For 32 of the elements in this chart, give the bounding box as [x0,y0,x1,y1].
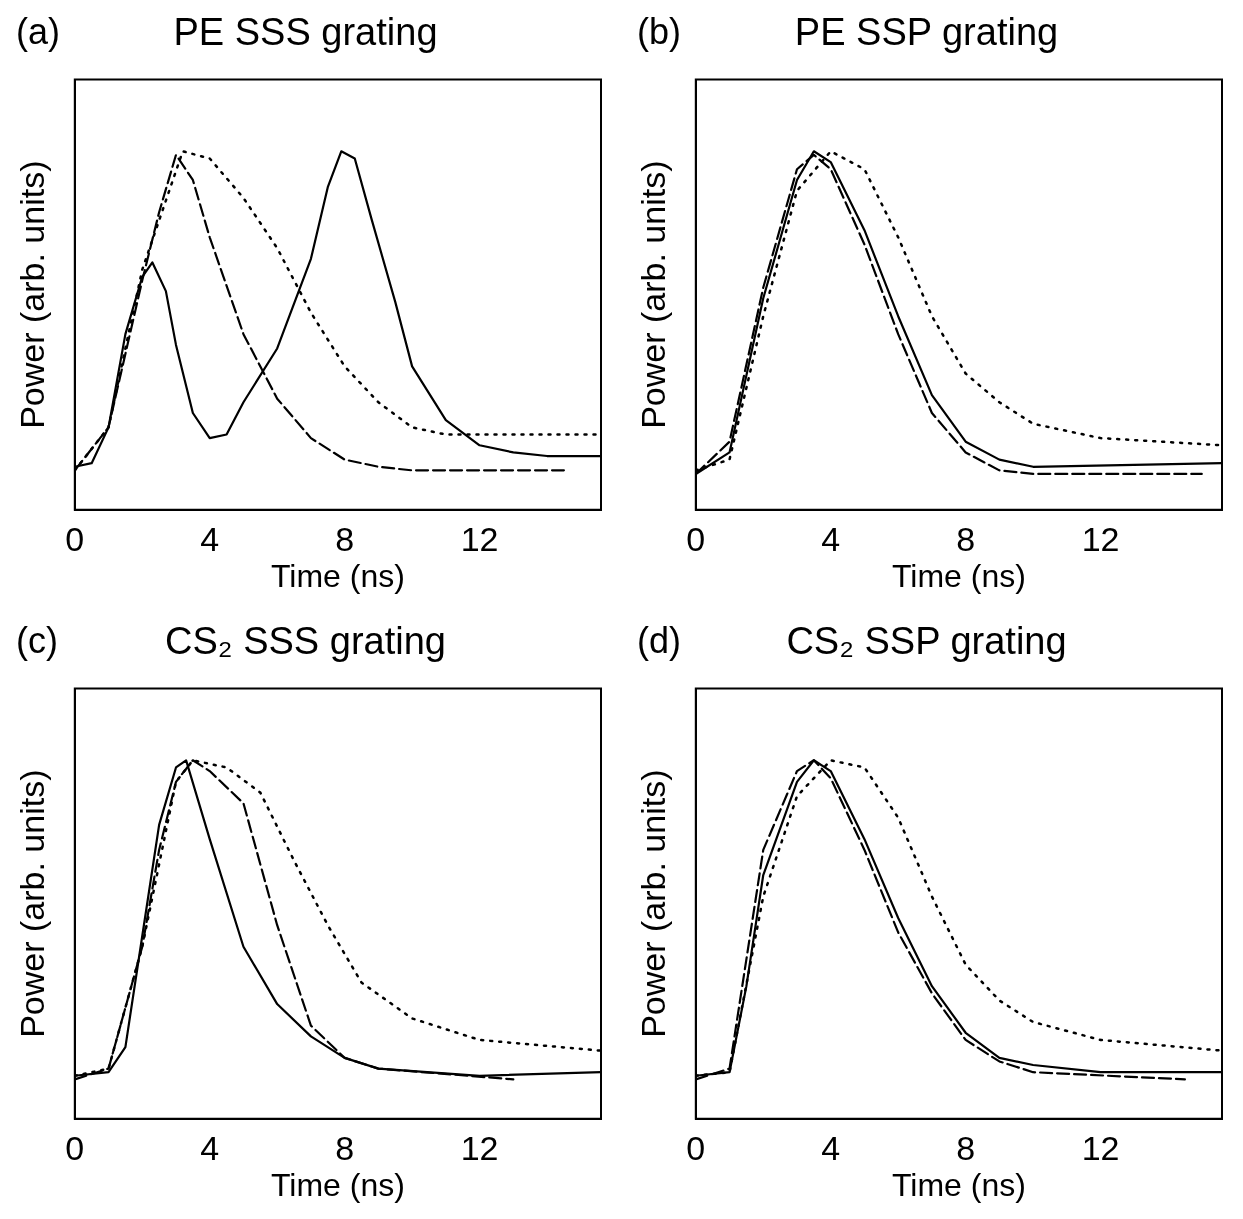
x-tick-label: 12 [1081,519,1120,558]
x-axis-title: Time (ns) [891,557,1026,594]
x-tick-label: 0 [686,1128,706,1167]
x-axis-title: Time (ns) [891,1166,1026,1203]
x-tick-label: 0 [686,519,706,558]
x-tick-label: 4 [821,1128,841,1167]
x-tick-label: 8 [335,519,355,558]
x-tick-label: 8 [956,519,976,558]
chart-title: CS₂ SSS grating [165,620,446,663]
x-tick-label: 4 [200,1128,220,1167]
x-tick-label: 12 [460,1128,499,1167]
chart-title: PE SSS grating [173,11,438,54]
x-tick-label: 0 [65,1128,85,1167]
chart-title: CS₂ SSP grating [786,620,1067,663]
x-tick-label: 8 [335,1128,355,1167]
y-axis-title: Power (arb. units) [12,769,51,1038]
text: (a) [16,10,60,52]
y-axis-title: Power (arb. units) [633,769,672,1038]
y-axis-title: Power (arb. units) [633,160,672,429]
x-tick-label: 12 [1081,1128,1120,1167]
x-tick-label: 0 [65,519,85,558]
y-axis-title: Power (arb. units) [12,160,51,429]
text: (d) [637,619,681,661]
x-tick-label: 12 [460,519,499,558]
text: (c) [16,619,58,661]
x-axis-title: Time (ns) [270,557,405,594]
text: (b) [637,10,681,52]
x-tick-label: 8 [956,1128,976,1167]
chart-title: PE SSP grating [794,11,1059,54]
x-axis-title: Time (ns) [270,1166,405,1203]
x-tick-label: 4 [821,519,841,558]
x-tick-label: 4 [200,519,220,558]
